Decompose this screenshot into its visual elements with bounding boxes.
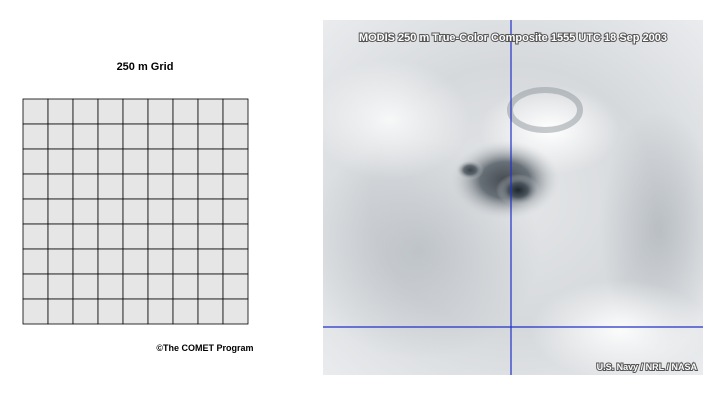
grid-cell (122, 223, 149, 250)
grid-cell (47, 173, 74, 200)
grid-cell (22, 248, 49, 275)
grid-cell (22, 98, 49, 125)
grid-cell (147, 173, 174, 200)
grid-cell (222, 223, 249, 250)
grid-cell (72, 148, 99, 175)
grid-cell (97, 148, 124, 175)
grid-cell (197, 298, 224, 325)
grid-cell (197, 198, 224, 225)
grid-cell (197, 223, 224, 250)
grid-cell (197, 123, 224, 150)
grid-cell (222, 98, 249, 125)
grid-cell (47, 148, 74, 175)
image-credit: U.S. Navy / NRL / NASA (597, 362, 698, 372)
grid-cell (47, 198, 74, 225)
grid (22, 98, 249, 325)
grid-cell (197, 148, 224, 175)
grid-cell (72, 273, 99, 300)
grid-cell (72, 173, 99, 200)
grid-cell (197, 273, 224, 300)
grid-cell (122, 248, 149, 275)
grid-cell (147, 98, 174, 125)
grid-cell (22, 148, 49, 175)
grid-cell (97, 173, 124, 200)
grid-cell (122, 198, 149, 225)
grid-cell (122, 148, 149, 175)
grid-cell (122, 98, 149, 125)
grid-cell (172, 198, 199, 225)
grid-cell (72, 123, 99, 150)
grid-cell (147, 148, 174, 175)
grid-cell (222, 273, 249, 300)
credit: ©The COMET Program (156, 343, 253, 353)
grid-cell (172, 248, 199, 275)
grid-cell (47, 223, 74, 250)
grid-cell (47, 273, 74, 300)
grid-cell (172, 173, 199, 200)
grid-cell (97, 123, 124, 150)
grid-cell (172, 123, 199, 150)
grid-cell (222, 198, 249, 225)
grid-cell (222, 248, 249, 275)
grid-title: 250 m Grid (117, 61, 174, 73)
grid-cell (222, 148, 249, 175)
grid-cell (97, 98, 124, 125)
grid-cell (172, 298, 199, 325)
grid-cell (147, 198, 174, 225)
satellite-image (323, 20, 703, 375)
grid-cell (122, 123, 149, 150)
grid-cell (72, 248, 99, 275)
grid-cell (197, 173, 224, 200)
grid-cell (47, 123, 74, 150)
grid-cell (97, 223, 124, 250)
grid-cell (22, 123, 49, 150)
grid-cell (122, 273, 149, 300)
grid-cell (197, 248, 224, 275)
grid-cell (147, 223, 174, 250)
grid-cell (172, 148, 199, 175)
grid-cell (172, 98, 199, 125)
grid-cell (47, 298, 74, 325)
grid-cell (222, 173, 249, 200)
grid-cell (172, 273, 199, 300)
grid-cell (47, 98, 74, 125)
grid-cell (97, 273, 124, 300)
grid-cell (172, 223, 199, 250)
grid-cell (22, 173, 49, 200)
grid-cell (22, 298, 49, 325)
grid-cell (222, 298, 249, 325)
grid-cell (147, 248, 174, 275)
image-title: MODIS 250 m True-Color Composite 1555 UT… (359, 32, 667, 44)
grid-cell (72, 98, 99, 125)
grid-cell (122, 298, 149, 325)
grid-cell (22, 223, 49, 250)
grid-cell (47, 248, 74, 275)
grid-cell (72, 223, 99, 250)
grid-cell (97, 298, 124, 325)
grid-cell (72, 298, 99, 325)
grid-cell (197, 98, 224, 125)
grid-cell (147, 273, 174, 300)
grid-cell (72, 198, 99, 225)
grid-cell (222, 123, 249, 150)
grid-cell (147, 298, 174, 325)
grid-cell (97, 248, 124, 275)
grid-cell (97, 198, 124, 225)
grid-cell (147, 123, 174, 150)
grid-cell (122, 173, 149, 200)
grid-cell (22, 273, 49, 300)
grid-cell (22, 198, 49, 225)
